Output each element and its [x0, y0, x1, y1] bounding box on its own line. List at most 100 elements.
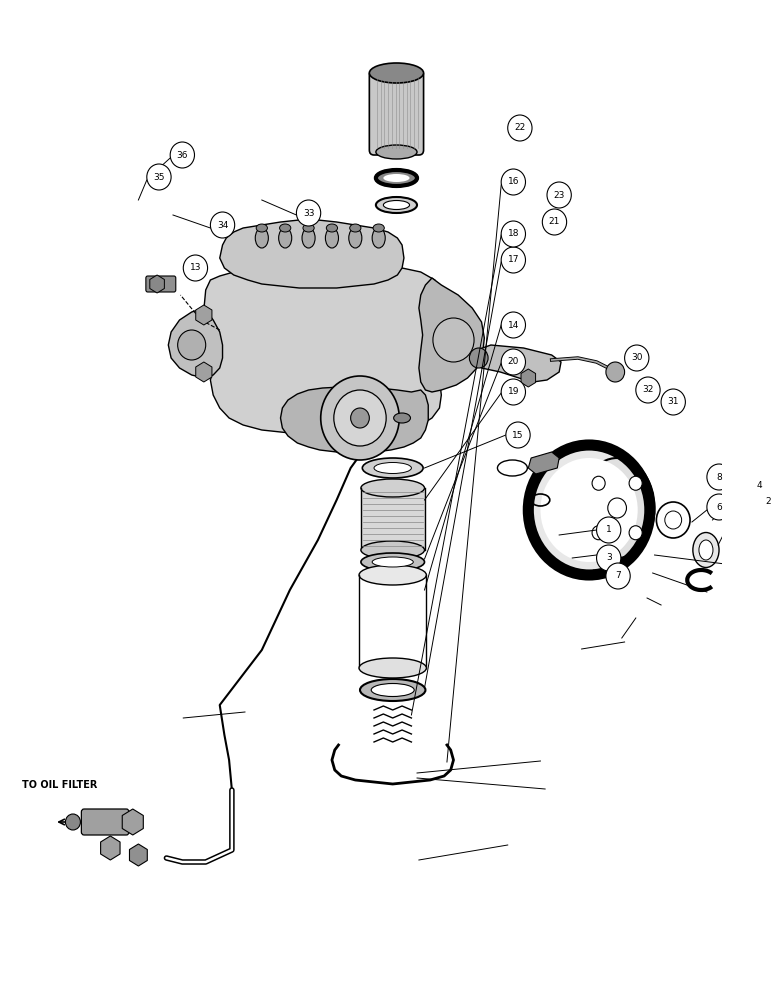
Circle shape: [707, 464, 731, 490]
Ellipse shape: [256, 224, 267, 232]
Circle shape: [211, 212, 235, 238]
Text: 30: 30: [631, 354, 642, 362]
Circle shape: [767, 447, 772, 473]
Ellipse shape: [384, 200, 410, 210]
Ellipse shape: [325, 228, 338, 248]
Polygon shape: [204, 263, 444, 435]
Circle shape: [629, 526, 642, 540]
Ellipse shape: [359, 565, 426, 585]
Ellipse shape: [279, 224, 291, 232]
Ellipse shape: [302, 228, 315, 248]
Circle shape: [66, 814, 80, 830]
Circle shape: [296, 200, 320, 226]
Circle shape: [597, 545, 621, 571]
Text: 2: 2: [766, 497, 771, 506]
Circle shape: [547, 182, 571, 208]
Ellipse shape: [376, 145, 417, 159]
Circle shape: [707, 494, 731, 520]
Text: 18: 18: [507, 230, 519, 238]
Circle shape: [501, 221, 526, 247]
Circle shape: [608, 498, 626, 518]
Polygon shape: [528, 452, 559, 474]
Circle shape: [747, 472, 771, 498]
Text: 35: 35: [153, 172, 164, 182]
Polygon shape: [472, 345, 561, 382]
Text: 19: 19: [507, 387, 519, 396]
Text: 14: 14: [508, 320, 519, 330]
Circle shape: [757, 489, 772, 515]
Text: 34: 34: [217, 221, 229, 230]
Ellipse shape: [376, 197, 417, 213]
Polygon shape: [419, 278, 484, 392]
Circle shape: [665, 511, 682, 529]
Circle shape: [508, 115, 532, 141]
Circle shape: [501, 349, 526, 375]
Circle shape: [170, 142, 195, 168]
Polygon shape: [220, 220, 404, 288]
Circle shape: [501, 169, 526, 195]
Circle shape: [501, 379, 526, 405]
Ellipse shape: [327, 224, 337, 232]
Text: 1: 1: [606, 526, 611, 534]
Polygon shape: [361, 488, 425, 550]
Text: 8: 8: [716, 473, 722, 482]
Polygon shape: [168, 308, 222, 378]
Circle shape: [606, 362, 625, 382]
Ellipse shape: [374, 462, 411, 474]
Text: 23: 23: [554, 190, 565, 200]
Ellipse shape: [349, 228, 362, 248]
Circle shape: [629, 476, 642, 490]
Circle shape: [334, 390, 386, 446]
Circle shape: [506, 422, 530, 448]
Circle shape: [606, 563, 630, 589]
Text: 3: 3: [606, 554, 611, 562]
Text: 32: 32: [642, 385, 654, 394]
Ellipse shape: [497, 460, 527, 476]
Ellipse shape: [580, 458, 655, 558]
Text: 16: 16: [507, 178, 519, 186]
Circle shape: [636, 377, 660, 403]
Circle shape: [469, 348, 488, 368]
Circle shape: [592, 476, 605, 490]
Text: 20: 20: [508, 358, 519, 366]
Circle shape: [656, 502, 690, 538]
Ellipse shape: [279, 228, 292, 248]
Text: 4: 4: [757, 481, 762, 489]
Ellipse shape: [384, 174, 410, 182]
Circle shape: [540, 458, 638, 562]
Ellipse shape: [359, 658, 426, 678]
Ellipse shape: [360, 679, 425, 701]
FancyBboxPatch shape: [146, 276, 176, 292]
Circle shape: [178, 330, 205, 360]
Text: 21: 21: [549, 218, 560, 227]
Ellipse shape: [361, 541, 425, 559]
Ellipse shape: [394, 413, 411, 423]
Ellipse shape: [371, 684, 415, 696]
Text: TO OIL FILTER: TO OIL FILTER: [22, 780, 97, 790]
FancyBboxPatch shape: [81, 809, 129, 835]
Text: 22: 22: [514, 123, 526, 132]
Text: 6: 6: [716, 502, 722, 512]
Circle shape: [350, 408, 369, 428]
FancyBboxPatch shape: [369, 70, 424, 155]
Ellipse shape: [350, 224, 361, 232]
Ellipse shape: [373, 224, 384, 232]
Ellipse shape: [376, 170, 417, 186]
Circle shape: [625, 345, 649, 371]
Text: 13: 13: [190, 263, 201, 272]
Ellipse shape: [361, 479, 425, 497]
Text: 31: 31: [668, 397, 679, 406]
Ellipse shape: [256, 228, 269, 248]
Text: 36: 36: [177, 150, 188, 159]
Ellipse shape: [372, 557, 413, 567]
Circle shape: [183, 255, 208, 281]
Polygon shape: [359, 575, 426, 668]
Circle shape: [592, 526, 605, 540]
Ellipse shape: [372, 228, 385, 248]
Ellipse shape: [361, 553, 425, 571]
Circle shape: [661, 389, 686, 415]
Ellipse shape: [369, 63, 424, 83]
Ellipse shape: [692, 532, 719, 568]
Text: 7: 7: [615, 572, 621, 580]
Circle shape: [147, 164, 171, 190]
